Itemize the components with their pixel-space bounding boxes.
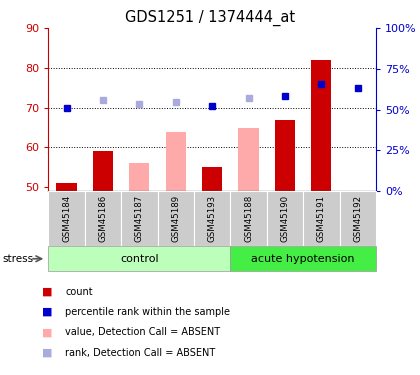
Text: GSM45188: GSM45188 xyxy=(244,195,253,242)
Text: value, Detection Call = ABSENT: value, Detection Call = ABSENT xyxy=(65,327,220,338)
Bar xyxy=(202,167,222,191)
Bar xyxy=(165,132,186,191)
Bar xyxy=(339,191,376,246)
Bar xyxy=(158,191,194,246)
Text: GSM45192: GSM45192 xyxy=(353,195,362,242)
Bar xyxy=(194,191,230,246)
Text: acute hypotension: acute hypotension xyxy=(251,254,355,264)
Bar xyxy=(275,120,295,191)
Bar xyxy=(303,191,339,246)
Bar xyxy=(121,191,158,246)
Bar xyxy=(267,191,303,246)
Text: control: control xyxy=(120,254,159,264)
Bar xyxy=(57,183,76,191)
Text: GSM45186: GSM45186 xyxy=(98,195,108,242)
Text: GSM45193: GSM45193 xyxy=(207,195,217,242)
Text: GSM45189: GSM45189 xyxy=(171,195,180,242)
Text: ■: ■ xyxy=(42,307,52,317)
Text: rank, Detection Call = ABSENT: rank, Detection Call = ABSENT xyxy=(65,348,215,358)
Bar xyxy=(165,167,186,191)
Bar xyxy=(48,191,85,246)
Text: GSM45187: GSM45187 xyxy=(135,195,144,242)
Text: count: count xyxy=(65,286,93,297)
Bar xyxy=(311,60,331,191)
Text: GSM45184: GSM45184 xyxy=(62,195,71,242)
Bar xyxy=(85,191,121,246)
Bar xyxy=(93,152,113,191)
Bar xyxy=(48,246,230,272)
Text: GDS1251 / 1374444_at: GDS1251 / 1374444_at xyxy=(125,9,295,26)
Text: ■: ■ xyxy=(42,327,52,338)
Bar xyxy=(230,191,267,246)
Text: ■: ■ xyxy=(42,286,52,297)
Text: ■: ■ xyxy=(42,348,52,358)
Text: GSM45191: GSM45191 xyxy=(317,195,326,242)
Bar xyxy=(129,164,150,191)
Bar xyxy=(239,128,259,191)
Text: stress: stress xyxy=(2,254,33,264)
Text: percentile rank within the sample: percentile rank within the sample xyxy=(65,307,230,317)
Bar xyxy=(230,246,376,272)
Text: GSM45190: GSM45190 xyxy=(281,195,289,242)
